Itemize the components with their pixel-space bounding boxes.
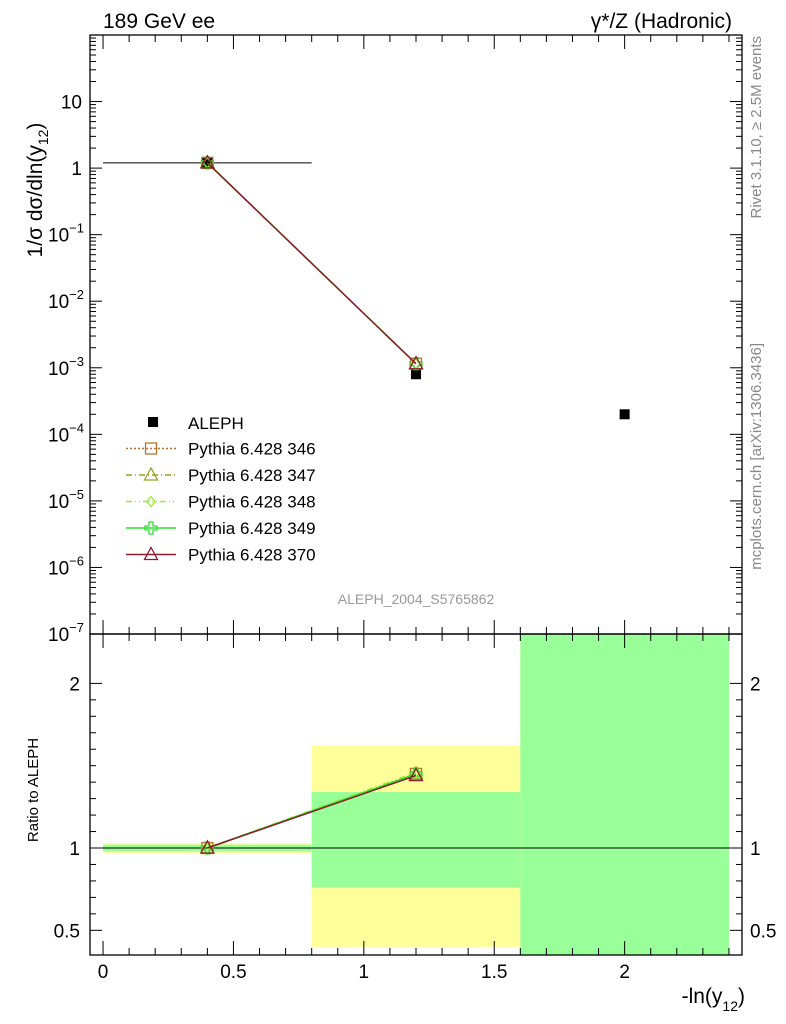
bottom-y-axis-title: Ratio to ALEPH	[25, 738, 42, 842]
top-y-tick-label-4: 10−3	[48, 354, 84, 380]
data-point-1	[411, 369, 421, 380]
ratio-series-4-point-1	[408, 767, 424, 782]
ratio-y-tick-label-right-1: 1	[750, 839, 761, 860]
legend-label-4: Pythia 6.428 370	[188, 546, 316, 565]
ratio-y-tick-label-left-2: 2	[69, 674, 80, 695]
top-plot-frame	[89, 34, 743, 635]
legend-marker-4	[143, 546, 159, 561]
legend-label-3: Pythia 6.428 349	[188, 519, 316, 538]
uncertainty-band-green-2	[520, 634, 729, 955]
legend-marker-2	[146, 495, 156, 508]
ratio-y-tick-label-right-0: 0.5	[750, 921, 776, 942]
bottom-panel: 0.5 0.5 1 1 2 2 0 0.5 1 1.5 2	[54, 633, 776, 983]
top-y-axis-title: 1/σ dσ/dln(y12)	[24, 123, 51, 258]
header-right: γ*/Z (Hadronic)	[591, 10, 732, 33]
data-point-2	[619, 409, 630, 420]
legend-label-2: Pythia 6.428 348	[188, 493, 316, 512]
ratio-series-line-4	[207, 774, 417, 849]
legend-label-1: Pythia 6.428 347	[188, 466, 316, 485]
legend-marker-3	[144, 521, 158, 535]
legend-label-0: Pythia 6.428 346	[188, 440, 316, 459]
top-y-tick-label-2: 10−1	[48, 221, 84, 247]
top-y-tick-label-8: 10−7	[48, 620, 84, 646]
mcplots-label: mcplots.cern.ch [arXiv:1306.3436]	[748, 343, 765, 570]
ratio-y-tick-label-left-1: 1	[69, 839, 80, 860]
x-tick-label-0: 0	[98, 962, 109, 983]
top-y-tick-label-1: 1	[71, 159, 82, 180]
x-axis-title: -ln(y12)	[682, 985, 745, 1014]
top-series-4-point-1	[408, 355, 424, 370]
legend-marker-data	[148, 417, 158, 427]
legend-marker-0	[144, 442, 158, 455]
uncertainty-band-green-1	[311, 792, 521, 888]
legend: ALEPH Pythia 6.428 346 Pythia 6.428 347 Pyt…	[126, 414, 316, 565]
top-series-4-point-0	[199, 154, 215, 169]
ratio-y-tick-label-right-2: 2	[750, 674, 761, 695]
top-y-tick-label-7: 10−6	[48, 553, 84, 579]
top-y-tick-label-6: 10−5	[48, 487, 84, 513]
top-y-tick-label-3: 10−2	[48, 287, 84, 313]
rivet-label: Rivet 3.1.10, ≥ 2.5M events	[748, 36, 765, 219]
top-y-tick-label-0: 10	[61, 93, 82, 114]
header-left: 189 GeV ee	[103, 10, 215, 33]
svg-text:-ln(y12): -ln(y12)	[682, 985, 745, 1014]
svg-text:1/σ dσ/dln(y12): 1/σ dσ/dln(y12)	[24, 123, 51, 258]
ratio-series-4-point-0	[199, 839, 215, 854]
top-series-line-4	[206, 162, 417, 365]
x-tick-label-4: 2	[619, 962, 630, 983]
top-y-tick-label-5: 10−4	[48, 420, 84, 446]
legend-marker-1	[143, 466, 159, 481]
x-tick-label-2: 1	[359, 962, 370, 983]
x-tick-label-3: 1.5	[481, 962, 507, 983]
ratio-y-tick-label-left-0: 0.5	[54, 921, 80, 942]
bands-layer	[103, 634, 729, 955]
x-tick-label-1: 0.5	[220, 962, 246, 983]
legend-label-data: ALEPH	[188, 414, 244, 433]
ratio-series-2-point-1	[411, 766, 421, 779]
watermark: ALEPH_2004_S5765862	[338, 591, 495, 607]
